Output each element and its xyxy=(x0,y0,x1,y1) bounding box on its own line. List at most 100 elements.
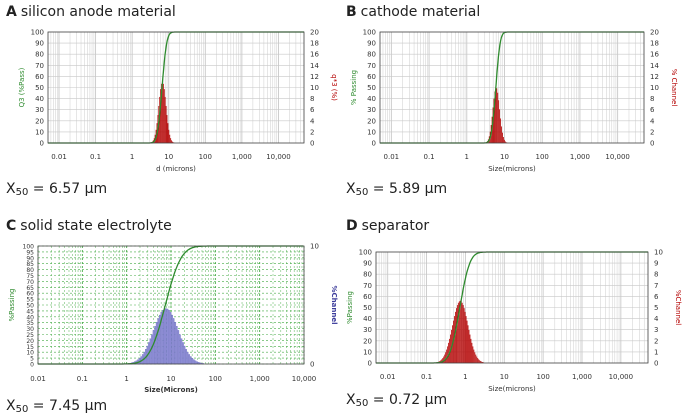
distribution-bar xyxy=(170,138,172,143)
right-tick-label: 20 xyxy=(310,29,319,37)
left-tick-label: 40 xyxy=(363,315,372,323)
x-tick-label: 1 xyxy=(124,375,128,383)
x-tick-label: 0.01 xyxy=(380,373,396,381)
distribution-bar xyxy=(172,141,173,143)
left-tick-label: 20 xyxy=(363,337,372,345)
x-axis-label: Size(Microns) xyxy=(144,386,198,394)
distribution-bar xyxy=(185,349,187,365)
left-tick-label: 0 xyxy=(372,140,376,148)
left-tick-label: 85 xyxy=(26,261,34,268)
x-tick-label: 10 xyxy=(167,375,176,383)
distribution-bar xyxy=(155,321,158,365)
left-tick-label: 5 xyxy=(30,356,34,363)
distribution-bar xyxy=(165,105,167,143)
distribution-bar xyxy=(447,346,449,363)
distribution-bar xyxy=(477,358,479,363)
distribution-bar xyxy=(464,311,466,363)
left-tick-label: 10 xyxy=(363,348,372,356)
right-tick-label: 10 xyxy=(654,249,663,257)
left-tick-label: 60 xyxy=(367,73,376,81)
distribution-bar xyxy=(480,361,482,363)
distribution-bar xyxy=(462,305,464,363)
distribution-bar xyxy=(171,140,172,143)
left-tick-label: 60 xyxy=(35,73,44,81)
x-tick-label: 1 xyxy=(463,373,467,381)
distribution-bar xyxy=(176,326,178,365)
x-tick-label: 10,000 xyxy=(292,375,317,383)
right-tick-label: 6 xyxy=(650,106,655,114)
x-tick-label: 10 xyxy=(500,373,509,381)
right-tick-label: 18 xyxy=(310,40,319,48)
right-tick-label: 2 xyxy=(654,337,658,345)
left-tick-label: 50 xyxy=(363,304,372,312)
distribution-bar xyxy=(457,302,459,363)
x-tick-label: 10,000 xyxy=(605,153,630,161)
distribution-bar xyxy=(162,83,164,143)
x50-note: X50 = 7.45 µm xyxy=(6,398,108,415)
distribution-bar xyxy=(498,100,500,143)
right-tick-label: 8 xyxy=(650,95,654,103)
x-tick-label: 100 xyxy=(209,375,222,383)
chart-b: 0 10 20 30 40 50 60 70 80 90 100 0 2 4 6 8 10 12 14 16 18 20 0… xyxy=(350,29,678,174)
left-axis-label: % Passing xyxy=(350,70,358,105)
right-tick-label: 4 xyxy=(654,315,659,323)
x-tick-label: 1,000 xyxy=(572,373,592,381)
distribution-bar xyxy=(177,330,180,365)
panel-title-text: solid state electrolyte xyxy=(20,218,172,234)
distribution-bar xyxy=(459,300,461,363)
right-tick-label: 2 xyxy=(310,128,314,136)
distribution-bar xyxy=(499,109,501,143)
right-tick-label: 0 xyxy=(654,360,658,368)
distribution-bar xyxy=(172,318,175,365)
plot-frame xyxy=(37,245,305,365)
right-tick-label: 14 xyxy=(650,62,659,70)
right-tick-label: 0 xyxy=(310,140,314,148)
plot-frame xyxy=(375,251,649,364)
right-tick-label: 7 xyxy=(654,282,658,290)
x-tick-label: 1 xyxy=(465,153,469,161)
distribution-bar xyxy=(445,352,447,363)
x-tick-label: 0.01 xyxy=(384,153,400,161)
distribution-bar xyxy=(191,358,194,365)
distribution-bar xyxy=(443,356,445,363)
plot-frame xyxy=(47,31,305,144)
x-axis-label: Size(microns) xyxy=(488,165,536,173)
distribution-bar xyxy=(441,359,443,363)
distribution-bar xyxy=(466,320,468,363)
x-tick-label: 10,000 xyxy=(609,373,634,381)
left-axis-label: Q3 (%Pass) xyxy=(18,67,26,107)
x-tick-label: 0.1 xyxy=(77,375,88,383)
x50-note: X50 = 5.89 µm xyxy=(346,181,448,198)
distribution-bar xyxy=(473,349,475,363)
distribution-bar xyxy=(167,123,169,143)
distribution-bar xyxy=(193,359,195,365)
right-tick-label: 8 xyxy=(654,271,658,279)
left-tick-label: 20 xyxy=(367,117,376,125)
right-tick-label: 6 xyxy=(310,106,315,114)
distribution-bar xyxy=(496,88,498,143)
left-tick-label: 60 xyxy=(26,291,34,298)
left-tick-label: 15 xyxy=(26,344,34,351)
left-tick-label: 50 xyxy=(26,303,34,310)
left-tick-label: 35 xyxy=(26,320,34,327)
distribution-bar xyxy=(165,308,167,365)
distribution-bar xyxy=(471,342,473,363)
right-tick-label: 4 xyxy=(310,117,315,125)
left-tick-label: 55 xyxy=(26,297,34,304)
distribution-bar xyxy=(455,308,457,363)
distribution-bar xyxy=(461,302,463,363)
distribution-bar xyxy=(494,91,496,143)
right-tick-label: 0 xyxy=(310,361,314,369)
left-tick-label: 70 xyxy=(35,62,44,70)
x-tick-label: 0.1 xyxy=(423,153,434,161)
left-tick-label: 50 xyxy=(367,84,376,92)
distribution-bar xyxy=(174,321,177,365)
right-tick-label: 16 xyxy=(310,51,319,59)
right-tick-label: 12 xyxy=(650,73,659,81)
distribution-bar xyxy=(463,308,465,363)
right-axis-label: %Channel xyxy=(674,290,682,325)
distribution-bar xyxy=(479,360,481,363)
distribution-bar xyxy=(481,361,483,363)
